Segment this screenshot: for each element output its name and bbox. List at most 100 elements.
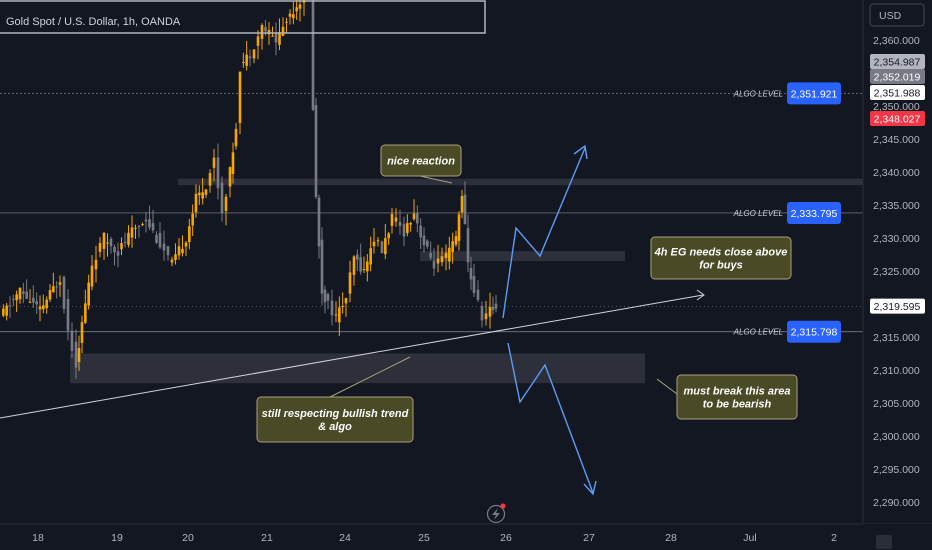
trendline-arrowhead: [696, 289, 705, 301]
currency-button[interactable]: [869, 3, 925, 27]
candle-body: [224, 196, 228, 211]
settings-corner-button[interactable]: [876, 535, 892, 549]
candle-body: [356, 254, 359, 260]
candle-body: [55, 286, 58, 288]
lightning-icon[interactable]: [486, 503, 506, 524]
candle-body: [285, 21, 288, 23]
price-label-4: 2,319.595: [874, 301, 921, 313]
candle-body: [166, 246, 170, 256]
note-box-1: [650, 236, 792, 280]
y-tick-label: 2,310.000: [873, 365, 920, 377]
candle-body: [212, 157, 216, 168]
candle-body: [406, 223, 409, 234]
note-text-2-0: still respecting bullish trend: [262, 408, 409, 420]
candle-body: [463, 194, 467, 224]
algo-tag-2: [787, 320, 841, 343]
candle-body: [444, 252, 448, 259]
candle-body: [451, 241, 454, 252]
algo-value-2: 2,315.798: [791, 327, 838, 339]
candle-body: [402, 223, 406, 237]
candle-body: [298, 4, 302, 9]
x-tick-label: 21: [261, 532, 273, 544]
x-tick-label: 18: [32, 532, 44, 544]
candle-body: [177, 246, 181, 256]
bullish-path: [502, 147, 586, 319]
currency-label: USD: [879, 10, 902, 22]
candle-body: [472, 276, 476, 293]
x-tick-label: 25: [418, 532, 430, 544]
candle-body: [98, 243, 102, 252]
algo-value-0: 2,351.921: [791, 88, 838, 100]
candle-body: [267, 29, 271, 35]
candle-body: [148, 219, 151, 228]
note-text-2-1: & algo: [318, 421, 352, 433]
candle-body: [448, 247, 451, 262]
candle-body: [170, 259, 174, 263]
candle-body: [231, 152, 235, 175]
candle-body: [494, 303, 498, 309]
candle-body: [52, 286, 55, 293]
candle-body: [74, 341, 78, 368]
candle-body: [372, 241, 376, 247]
algo-label-0: ALGO LEVEL: [733, 89, 783, 98]
candle-body: [311, 0, 315, 110]
candle-body: [419, 225, 422, 238]
y-tick-label: 2,345.000: [873, 134, 920, 146]
candle-body: [188, 226, 191, 242]
candle-body: [238, 71, 242, 123]
candle-body: [394, 217, 398, 222]
candle-body: [208, 173, 212, 186]
x-tick-label: 20: [182, 532, 194, 544]
candle-body: [292, 14, 295, 19]
candle-body: [252, 49, 256, 59]
candle-body: [155, 234, 158, 243]
bullish-arrowhead: [573, 144, 588, 160]
y-tick-label: 2,340.000: [873, 167, 920, 179]
candle-body: [102, 232, 106, 249]
candle-body: [432, 261, 436, 269]
price-label-bg-2: [870, 85, 925, 100]
price-label-1: 2,352.019: [874, 72, 921, 84]
candle-body: [28, 301, 32, 303]
candle-body: [194, 193, 198, 213]
candle-body: [488, 307, 492, 317]
note-box-0: [380, 144, 462, 177]
x-tick-label: 26: [500, 532, 512, 544]
candle-body: [469, 268, 473, 280]
x-tick-label: 28: [665, 532, 677, 544]
candle-body: [440, 256, 444, 263]
levels-layer: ALGO LEVEL 2,351.921 ALGO LEVEL 2,333.795 AL…: [0, 82, 863, 343]
candle-body: [12, 299, 15, 301]
x-tick-label: 24: [339, 532, 351, 544]
algo-tag-1: [787, 201, 841, 224]
candle-body: [248, 56, 252, 59]
candle-body: [162, 243, 166, 251]
candle-body: [191, 213, 194, 226]
trendline: [0, 294, 704, 419]
candle-body: [113, 246, 116, 253]
candle-body: [295, 7, 298, 12]
note-text-1-1: for buys: [699, 260, 742, 272]
axis-corner: [863, 524, 932, 550]
candle-body: [70, 330, 74, 352]
candle-body: [484, 313, 488, 320]
candle-body: [58, 282, 62, 285]
candle-body: [320, 239, 324, 294]
candle-body: [109, 238, 113, 247]
note-text-3-0: must break this area: [684, 386, 791, 398]
candle-body: [130, 227, 134, 238]
note-text-1-0: 4h EG needs close above: [654, 247, 788, 259]
candle-body: [390, 213, 394, 226]
candle-body: [234, 128, 238, 147]
candle-body: [409, 222, 412, 225]
candle-body: [15, 294, 18, 301]
candle-body: [362, 269, 366, 271]
candle-body: [398, 221, 402, 226]
candle-body: [288, 13, 292, 17]
candle-body: [412, 213, 416, 220]
trend-layer: [0, 144, 705, 496]
title-box: [0, 0, 486, 34]
y-tick-label: 2,295.000: [873, 464, 920, 476]
candle-body: [454, 236, 458, 245]
